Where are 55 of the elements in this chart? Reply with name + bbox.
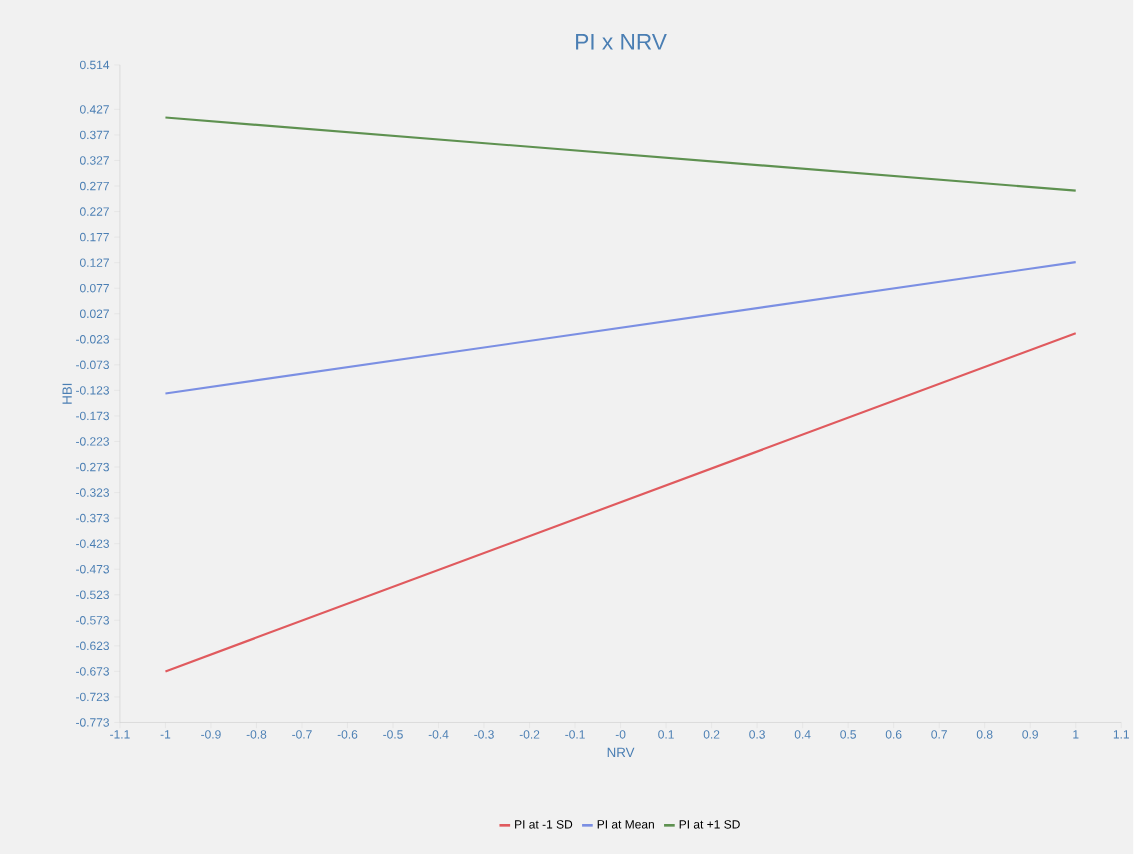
y-tick-label: 0.277	[79, 181, 109, 191]
x-tick-label: -0.5	[383, 730, 403, 739]
y-tick-label: 0.227	[79, 207, 109, 216]
y-tick-label: -0.073	[76, 360, 109, 369]
legend-label: PI at Mean	[597, 820, 654, 829]
x-tick-label: 0.5	[840, 730, 856, 739]
y-tick-label: 0.327	[79, 156, 109, 165]
x-tick-label: -0.7	[292, 730, 312, 739]
x-axis-title: NRV	[607, 747, 635, 757]
y-tick-label: -0.023	[76, 334, 109, 344]
x-tick-label: -0.6	[337, 730, 358, 739]
y-tick-label: -0.773	[76, 718, 109, 727]
x-tick-label: 1	[1073, 730, 1079, 739]
x-tick-label: 0.1	[658, 730, 674, 739]
y-axis-title: HBI	[62, 383, 72, 404]
y-tick-label: 0.027	[79, 309, 109, 318]
x-tick-label: -0	[615, 730, 626, 739]
y-tick-label: -0.173	[76, 411, 109, 420]
x-tick-label: 0.2	[703, 730, 720, 739]
x-tick-label: 0.3	[749, 730, 765, 739]
x-tick-label: -0.9	[201, 730, 221, 739]
x-tick-label: -0.1	[565, 730, 585, 739]
y-tick-label: -0.423	[76, 539, 109, 548]
x-tick-label: -1.1	[110, 730, 130, 739]
chart-title: PI x NRV	[576, 33, 667, 50]
y-tick-label: -0.623	[76, 641, 109, 650]
y-tick-label: -0.373	[76, 513, 109, 523]
y-tick-label: -0.123	[76, 385, 109, 395]
x-tick-label: -0.3	[474, 730, 494, 739]
y-tick-label: -0.473	[76, 564, 109, 574]
y-tick-label: -0.573	[76, 615, 109, 625]
x-tick-label: 1.1	[1113, 730, 1129, 739]
y-tick-label: 0.177	[79, 232, 109, 242]
y-tick-label: -0.523	[76, 590, 109, 599]
x-tick-label: 0.6	[885, 730, 902, 739]
y-tick-label: 0.377	[79, 130, 109, 139]
x-tick-label: 0.8	[976, 730, 993, 739]
x-tick-label: -0.2	[519, 730, 540, 739]
y-tick-label: -0.723	[76, 692, 109, 701]
x-tick-label: 0.4	[794, 730, 811, 739]
x-tick-label: -0.4	[428, 730, 449, 739]
x-tick-label: -0.8	[246, 730, 267, 739]
x-tick-label: 0.7	[931, 730, 947, 739]
y-tick-label: -0.223	[76, 437, 109, 446]
x-tick-label: -1	[160, 730, 171, 739]
y-tick-label: 0.514	[79, 60, 110, 69]
y-tick-label: -0.673	[76, 666, 109, 676]
y-tick-label: 0.427	[79, 104, 109, 114]
y-tick-label: 0.077	[79, 283, 109, 293]
y-tick-label: -0.273	[76, 462, 109, 472]
y-tick-label: 0.127	[79, 258, 109, 267]
legend-label: PI at -1 SD	[515, 819, 573, 829]
y-tick-label: -0.323	[76, 488, 109, 497]
x-tick-label: 0.9	[1022, 730, 1038, 739]
legend-label: PI at +1 SD	[679, 819, 740, 829]
